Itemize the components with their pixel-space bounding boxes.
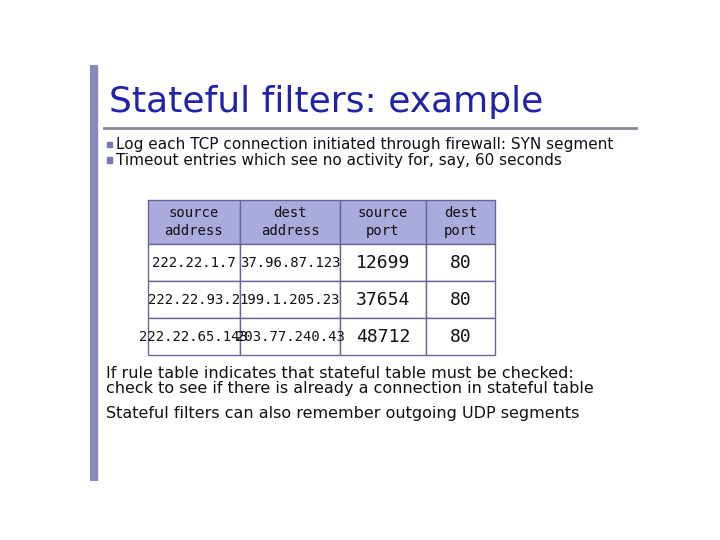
Text: dest
address: dest address <box>261 206 319 238</box>
Text: Timeout entries which see no activity for, say, 60 seconds: Timeout entries which see no activity fo… <box>117 153 562 168</box>
Text: 203.77.240.43: 203.77.240.43 <box>235 329 344 343</box>
Text: 48712: 48712 <box>356 328 410 346</box>
Text: 80: 80 <box>449 254 472 272</box>
Text: Log each TCP connection initiated through firewall: SYN segment: Log each TCP connection initiated throug… <box>117 137 613 152</box>
Bar <box>240 244 341 281</box>
Bar <box>426 244 495 281</box>
Bar <box>90 65 97 481</box>
Bar <box>341 244 426 281</box>
Bar <box>107 142 112 147</box>
Bar <box>341 318 426 355</box>
Bar <box>240 281 341 318</box>
Bar <box>341 281 426 318</box>
Text: If rule table indicates that stateful table must be checked:: If rule table indicates that stateful ta… <box>106 366 573 381</box>
Text: 199.1.205.23: 199.1.205.23 <box>240 293 341 307</box>
Bar <box>426 318 495 355</box>
Bar <box>148 281 240 318</box>
Bar <box>240 318 341 355</box>
Bar <box>426 200 495 244</box>
Text: 37654: 37654 <box>356 291 410 309</box>
Text: Stateful filters can also remember outgoing UDP segments: Stateful filters can also remember outgo… <box>106 406 579 421</box>
Text: 80: 80 <box>449 328 472 346</box>
Text: dest
port: dest port <box>444 206 477 238</box>
Bar <box>426 281 495 318</box>
Bar <box>107 157 112 163</box>
Text: 80: 80 <box>449 291 472 309</box>
Bar <box>148 318 240 355</box>
Text: 222.22.65.143: 222.22.65.143 <box>140 329 248 343</box>
Text: 12699: 12699 <box>356 254 410 272</box>
Text: 222.22.93.2: 222.22.93.2 <box>148 293 240 307</box>
Bar <box>148 244 240 281</box>
Bar <box>240 200 341 244</box>
Text: source
address: source address <box>165 206 223 238</box>
Text: 37.96.87.123: 37.96.87.123 <box>240 256 341 269</box>
Bar <box>341 200 426 244</box>
Text: Stateful filters: example: Stateful filters: example <box>109 85 544 119</box>
Text: check to see if there is already a connection in stateful table: check to see if there is already a conne… <box>106 381 593 396</box>
Text: 222.22.1.7: 222.22.1.7 <box>152 256 235 269</box>
Bar <box>148 200 240 244</box>
Text: source
port: source port <box>358 206 408 238</box>
